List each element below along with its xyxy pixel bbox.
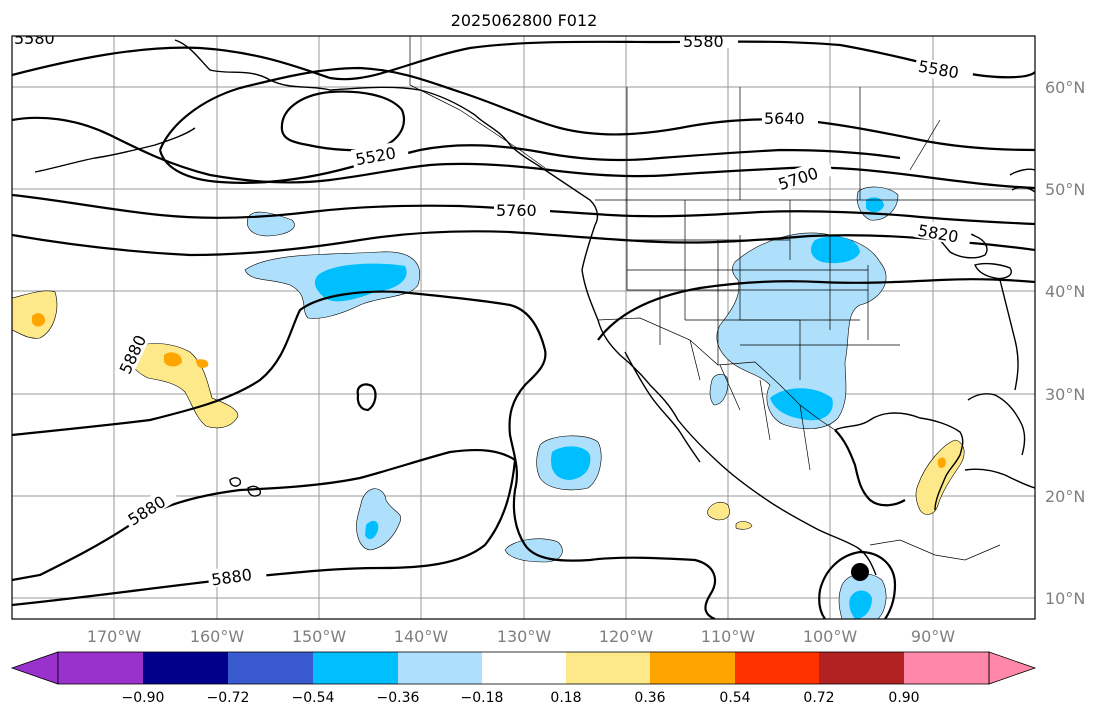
coast-florida [967,393,1026,456]
border-canada-provinces [626,87,941,200]
lat-label-40n: 40°N [1045,282,1085,301]
contour-label-5760: 5760 [496,201,537,220]
colorbar-bin-11 [904,652,989,684]
shade-orange-hawaii-north-2 [196,359,209,368]
cbar-tick-090: 0.90 [888,690,919,706]
contour-label-5580-n: 5580 [683,32,724,51]
lon-label-120w: 120°W [599,627,654,646]
height-contours [12,40,1035,619]
lat-label-10n: 10°N [1045,589,1085,608]
contour-5880-gulf [834,429,906,507]
colorbar-bin-1 [58,652,143,684]
colorbar-bin-7 [566,652,650,684]
contour-label-5580-nw: 5580 [14,29,55,48]
contour-labels: 5580 5580 5580 5520 5640 5700 5760 5820 … [12,29,975,590]
latitude-axis: 60°N 50°N 40°N 30°N 20°N 10°N [1045,78,1085,608]
border-us-mexico [597,317,836,431]
cbar-tick-neg-054: −0.54 [292,690,335,706]
colorbar-extend-max [988,651,1037,685]
map-frame [11,35,1036,620]
colorbar-ticks: −0.90 −0.72 −0.54 −0.36 −0.18 0.18 0.36 … [122,690,920,706]
colorbar-outline [57,651,990,685]
contour-5880-central-america-loop [818,550,897,619]
coastlines [34,39,1035,576]
border-states-horizontal [627,239,900,346]
lon-label-110w: 110°W [701,627,756,646]
shade-yellow-hawaii-north [128,343,239,429]
shade-orange-gulf-mexico [937,457,946,468]
lon-label-150w: 150°W [292,627,347,646]
coast-alaska [174,39,599,226]
coast-us-west [581,269,877,576]
cbar-tick-neg-090: −0.90 [122,690,165,706]
contour-5820 [12,230,1035,257]
storm-marker[interactable] [851,563,869,581]
colorbar-bin-4 [313,652,398,684]
shade-blue-texas [770,388,833,421]
contour-5880-small-loop [356,383,377,412]
lon-label-90w: 90°W [911,627,955,646]
contour-5700 [12,116,1035,190]
coast-hawaii [229,477,261,497]
shade-blue-ontario [866,197,884,213]
coast-east-us [999,279,1019,391]
border-mexico-states [689,339,811,471]
colorbar-bin-3 [228,652,313,684]
colorbar-bin-6 [482,652,566,684]
shade-orange-far-west [32,313,46,327]
contour-5520-low [280,90,406,152]
longitude-axis: 170°W 160°W 150°W 140°W 130°W 120°W 110°… [87,627,955,646]
colorbar-bin-9 [735,652,819,684]
shade-blue-pacific-central [550,446,591,480]
lon-label-170w: 170°W [87,627,142,646]
shade-light-blue-pacific-southeast [504,538,563,563]
lat-label-30n: 30°N [1045,385,1085,404]
colorbar-bin-8 [650,652,735,684]
coast-cuba [964,468,1035,489]
lat-label-20n: 20°N [1045,487,1085,506]
shade-blue-west-us [810,236,860,264]
contour-5880-east [597,278,1035,341]
shade-orange-hawaii-north [164,352,182,367]
colorbar-bin-2 [143,652,228,684]
colorbar-bin-5 [398,652,482,684]
lon-label-160w: 160°W [190,627,245,646]
lat-label-60n: 60°N [1045,78,1085,97]
shade-blue-pacific-north [314,263,407,302]
shade-yellow-mexico-south-2 [735,521,753,530]
coast-baja [624,351,701,463]
lon-label-100w: 100°W [803,627,858,646]
coast-canada-west [581,224,596,271]
cbar-tick-054: 0.54 [719,690,750,706]
cbar-tick-neg-072: −0.72 [207,690,250,706]
contour-5580-north [12,40,1035,81]
contour-label-5640: 5640 [764,109,805,128]
lat-label-50n: 50°N [1045,180,1085,199]
lon-label-130w: 130°W [497,627,552,646]
contour-5640 [158,66,1035,184]
cbar-tick-072: 0.72 [803,690,834,706]
shade-yellow-gulf-mexico [915,439,965,515]
shade-light-blue-mexico-coast [709,373,729,406]
map-title: 2025062800 F012 [451,11,598,30]
coast-gulf-mexico [834,412,964,511]
contour-5880-main [12,290,717,619]
shade-blue-central-america [849,590,872,619]
border-central-america [869,539,1001,561]
colorbar [10,651,1037,685]
cbar-tick-018: 0.18 [550,690,581,706]
cbar-tick-neg-018: −0.18 [461,690,504,706]
coast-aleutians [34,127,196,173]
cbar-tick-036: 0.36 [634,690,665,706]
shade-light-blue-gulf-alaska [247,211,295,237]
shade-yellow-mexico-south [707,501,730,521]
colorbar-bin-10 [819,652,904,684]
colorbar-extend-min [10,651,59,685]
lon-label-140w: 140°W [394,627,449,646]
shade-blue-pacific-south [365,520,379,540]
cbar-tick-neg-036: −0.36 [377,690,420,706]
